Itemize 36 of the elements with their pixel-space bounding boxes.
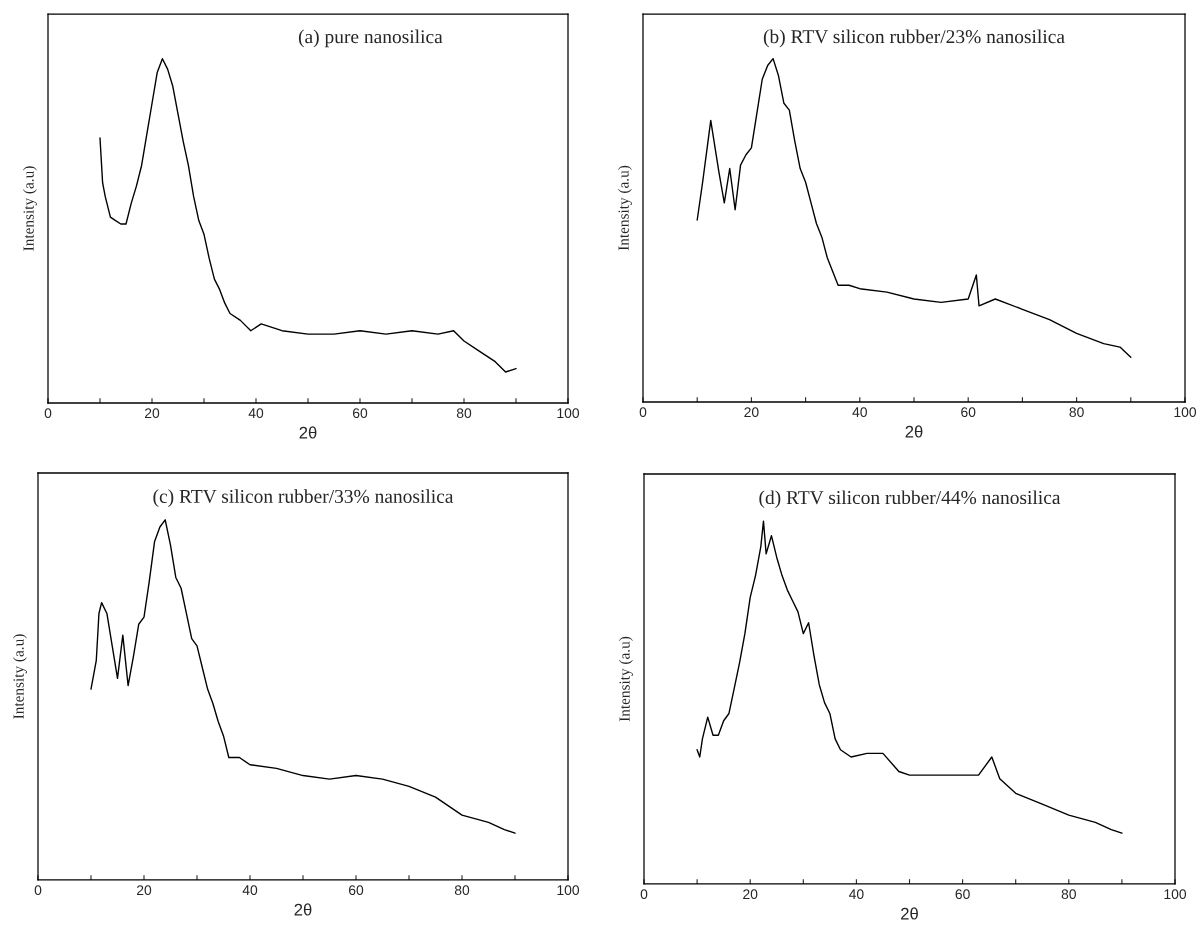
x-tick-label: 20	[744, 407, 759, 418]
chart-title: (d) RTV silicon rubber/44% nanosilica	[759, 490, 1061, 509]
x-tick-label: 40	[849, 889, 864, 900]
x-tick-label: 60	[961, 407, 976, 418]
x-tick-label: 20	[743, 889, 758, 900]
x-tick-label: 0	[44, 408, 52, 419]
x-tick-label: 40	[852, 407, 867, 418]
y-axis-title: Intensity (a.u)	[22, 166, 37, 251]
y-axis-title: Intensity (a.u)	[12, 634, 27, 719]
chart-title: (b) RTV silicon rubber/23% nanosilica	[763, 29, 1065, 48]
x-tick-label: 0	[640, 889, 648, 900]
y-axis-title: Intensity (a.u)	[617, 165, 632, 251]
x-axis-title: 2θ	[294, 903, 312, 916]
x-tick-label: 40	[242, 885, 258, 896]
chart-title: (c) RTV silicon rubber/33% nanosilica	[153, 489, 454, 507]
chart-title: (a) pure nanosilica	[298, 29, 443, 48]
x-tick-label: 80	[454, 885, 470, 896]
x-tick-label: 80	[1069, 407, 1084, 418]
x-tick-label: 100	[1174, 407, 1197, 418]
x-axis-title: 2θ	[901, 907, 918, 920]
x-tick-label: 60	[348, 885, 364, 896]
x-tick-label: 20	[136, 885, 152, 896]
y-axis-title: Intensity (a.u)	[618, 636, 633, 722]
x-tick-label: 40	[248, 408, 264, 419]
x-axis-title: 2θ	[905, 425, 923, 438]
x-tick-label: 0	[639, 407, 647, 418]
x-tick-label: 80	[1061, 889, 1076, 900]
x-tick-label: 100	[1164, 889, 1187, 900]
x-tick-label: 100	[557, 408, 580, 419]
x-tick-label: 100	[557, 885, 580, 896]
x-tick-label: 80	[456, 408, 472, 419]
x-tick-label: 20	[144, 408, 160, 419]
x-tick-label: 60	[352, 408, 368, 419]
x-tick-label: 0	[34, 885, 42, 896]
x-tick-label: 60	[955, 889, 970, 900]
x-axis-title: 2θ	[299, 426, 317, 439]
